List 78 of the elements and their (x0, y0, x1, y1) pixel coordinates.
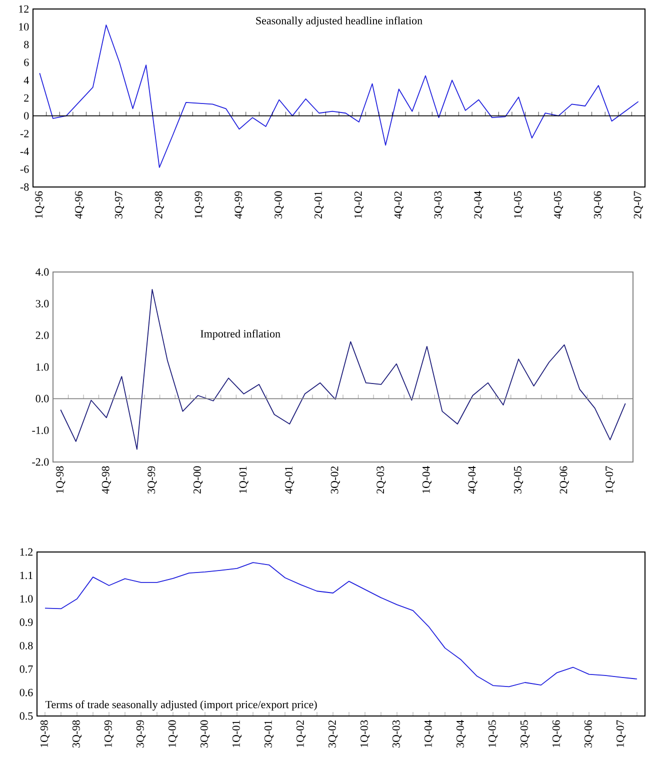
x-tick-label: 3Q-05 (514, 466, 524, 494)
y-tick-label: 0.7 (20, 665, 33, 673)
x-tick-label: 3Q-02 (330, 466, 340, 494)
y-tick-label: 1.0 (36, 363, 49, 371)
y-tick-label: 4.0 (36, 268, 49, 276)
x-tick-label: 1Q-05 (488, 720, 498, 748)
y-tick-label: 1.0 (20, 595, 33, 603)
y-tick-label: 0.0 (36, 394, 49, 402)
x-tick-label: 3Q-03 (392, 720, 402, 748)
y-tick-label: -1.0 (32, 426, 49, 434)
x-tick-label: 2Q-98 (154, 191, 164, 218)
y-tick-label: -8 (20, 183, 29, 191)
y-tick-label: 10 (19, 23, 29, 31)
x-tick-label: 1Q-03 (360, 720, 370, 748)
line-series (60, 288, 626, 450)
x-tick-label: 1Q-07 (616, 720, 626, 748)
text: Impotred inflation (200, 330, 280, 340)
text: Terms of trade seasonally adjusted (import price/export price) (45, 700, 317, 711)
y-tick-label: 12 (19, 5, 29, 13)
x-tick-label: 3Q-99 (136, 720, 146, 748)
x-tick-label: 4Q-98 (102, 466, 111, 494)
y-tick-label: 2 (24, 94, 29, 102)
x-tick-label: 1Q-02 (354, 191, 364, 218)
x-tick-label: 2Q-03 (376, 466, 386, 494)
x-tick-label: 1Q-00 (168, 720, 178, 748)
y-tick-label: 0 (24, 112, 29, 120)
y-tick-label: 1.2 (20, 548, 33, 556)
y-tick-label: 3.0 (36, 300, 49, 308)
y-tick-label: 2.0 (36, 332, 49, 340)
x-tick-label: 3Q-05 (520, 720, 530, 748)
y-tick-label: 0.5 (20, 712, 33, 720)
y-tick-label: 8 (24, 40, 29, 48)
y-tick-label: 0.9 (20, 618, 33, 626)
x-tick-label: 1Q-01 (232, 720, 242, 748)
x-tick-label: 1Q-06 (552, 720, 562, 748)
text: Seasonally adjusted headline inflation (256, 16, 422, 27)
x-tick-label: 1Q-99 (104, 720, 114, 748)
x-tick-label: 1Q-98 (40, 720, 50, 748)
x-tick-label: 1Q-04 (422, 466, 432, 493)
x-tick-label: 3Q-97 (114, 191, 124, 218)
y-tick-label: 4 (24, 76, 29, 84)
x-tick-label: 4Q-04 (468, 466, 478, 494)
x-tick-label: 2Q-00 (193, 466, 203, 494)
y-tick-label: -4 (20, 148, 29, 156)
x-tick-label: 3Q-04 (456, 720, 466, 748)
y-tick-label: -2.0 (32, 458, 49, 466)
x-tick-label: 3Q-00 (200, 720, 210, 748)
y-tick-label: 6 (24, 58, 29, 66)
y-tick-label: -2 (20, 130, 29, 138)
y-tick-label: 0.6 (20, 688, 33, 696)
x-tick-label: 4Q-96 (75, 191, 84, 219)
y-tick-label: -6 (20, 166, 29, 173)
x-tick-label: 2Q-04 (474, 191, 484, 218)
x-tick-label: 3Q-02 (328, 720, 338, 748)
x-tick-label: 3Q-99 (148, 466, 157, 494)
x-tick-label: 3Q-01 (264, 720, 274, 748)
x-tick-label: 4Q-99 (234, 191, 244, 219)
x-tick-label: 3Q-06 (584, 720, 594, 748)
x-tick-label: 2Q-06 (560, 466, 569, 494)
x-tick-label: 1Q-96 (35, 191, 44, 218)
x-tick-label: 1Q-01 (239, 466, 248, 493)
x-tick-label: 4Q-05 (554, 191, 564, 219)
x-tick-label: 1Q-04 (424, 720, 434, 748)
x-tick-label: 1Q-05 (514, 191, 524, 218)
x-tick-label: 1Q-99 (194, 191, 204, 218)
x-tick-label: 3Q-98 (72, 720, 82, 748)
x-tick-label: 3Q-03 (434, 191, 444, 218)
x-tick-label: 1Q-07 (606, 466, 615, 493)
x-tick-label: 3Q-00 (274, 191, 284, 218)
y-tick-label: 0.8 (20, 642, 33, 650)
x-tick-label: 1Q-98 (56, 466, 66, 493)
x-tick-label: 3Q-06 (594, 191, 603, 218)
y-tick-label: 1.1 (20, 572, 32, 580)
x-tick-label: 4Q-02 (394, 191, 404, 219)
x-tick-label: 4Q-01 (285, 466, 294, 494)
x-tick-label: 2Q-07 (634, 191, 643, 218)
x-tick-label: 2Q-01 (314, 192, 324, 218)
x-tick-label: 1Q-02 (296, 720, 306, 748)
